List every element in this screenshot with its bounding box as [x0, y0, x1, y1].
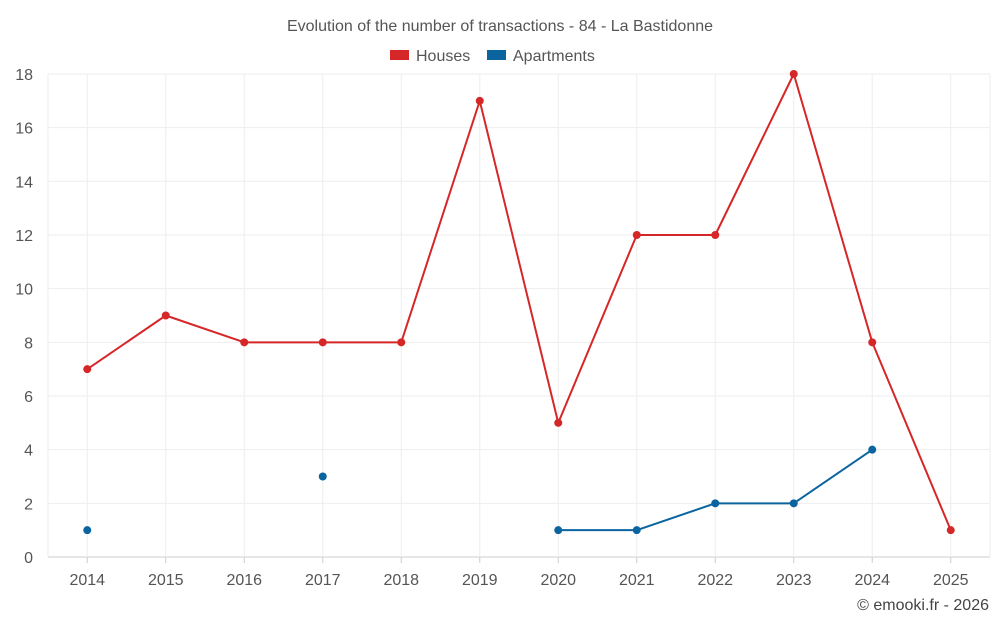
x-tick-label: 2017	[305, 572, 341, 589]
data-point-houses[interactable]	[789, 70, 798, 78]
x-tick-label: 2019	[462, 572, 498, 589]
x-tick-label: 2024	[854, 572, 890, 589]
series-apartments	[83, 445, 877, 535]
data-point-houses[interactable]	[475, 96, 484, 105]
data-point-houses[interactable]	[946, 526, 955, 535]
x-axis: 2014 2015 2016 2017 2018 2019 2020 2021 2022 2023…	[69, 557, 969, 589]
y-tick-label: 14	[15, 174, 33, 191]
series-line-houses	[86, 73, 952, 531]
data-point-apartments[interactable]	[83, 526, 92, 535]
credit-text: © emooki.fr - 2026	[857, 597, 989, 614]
gridlines	[47, 73, 991, 558]
y-tick-label: 6	[24, 389, 33, 406]
y-tick-label: 2	[24, 496, 33, 513]
data-point-apartments[interactable]	[711, 499, 720, 508]
data-point-apartments[interactable]	[632, 526, 641, 535]
data-point-houses[interactable]	[397, 338, 406, 347]
legend-label-houses[interactable]: Houses	[416, 48, 470, 65]
x-tick-label: 2022	[697, 572, 733, 589]
data-point-apartments[interactable]	[554, 526, 563, 535]
x-tick-label: 2016	[226, 572, 262, 589]
y-axis: 0 2 4 6 8 10 12 14 16 18	[15, 67, 33, 567]
y-tick-label: 12	[15, 228, 33, 245]
x-tick-label: 2020	[540, 572, 576, 589]
data-point-apartments[interactable]	[868, 445, 877, 454]
data-point-houses[interactable]	[318, 338, 327, 347]
series-houses	[83, 70, 955, 535]
data-point-houses[interactable]	[83, 365, 92, 374]
data-point-houses[interactable]	[161, 311, 170, 320]
data-point-houses[interactable]	[711, 231, 720, 239]
data-point-houses[interactable]	[868, 338, 877, 347]
x-tick-label: 2018	[383, 572, 419, 589]
legend-swatch-houses	[390, 50, 409, 60]
x-tick-label: 2021	[619, 572, 655, 589]
x-tick-label: 2014	[69, 572, 105, 589]
x-tick-label: 2025	[933, 572, 969, 589]
x-tick-label: 2015	[148, 572, 184, 589]
data-point-houses[interactable]	[554, 418, 563, 427]
legend-label-apartments[interactable]: Apartments	[513, 48, 595, 65]
y-tick-label: 8	[24, 335, 33, 352]
chart-title: Evolution of the number of transactions …	[287, 18, 713, 35]
y-tick-label: 10	[15, 282, 33, 299]
y-tick-label: 0	[24, 550, 33, 567]
legend: Houses Apartments	[390, 48, 595, 65]
x-tick-label: 2023	[776, 572, 812, 589]
data-point-houses[interactable]	[632, 231, 641, 239]
y-tick-label: 16	[15, 121, 33, 138]
y-tick-label: 4	[24, 443, 33, 460]
data-point-apartments[interactable]	[789, 499, 798, 508]
y-tick-label: 18	[15, 67, 33, 84]
series-group	[83, 70, 955, 535]
data-point-apartments[interactable]	[318, 472, 327, 481]
data-point-houses[interactable]	[240, 338, 249, 347]
legend-swatch-apartments	[487, 50, 506, 60]
